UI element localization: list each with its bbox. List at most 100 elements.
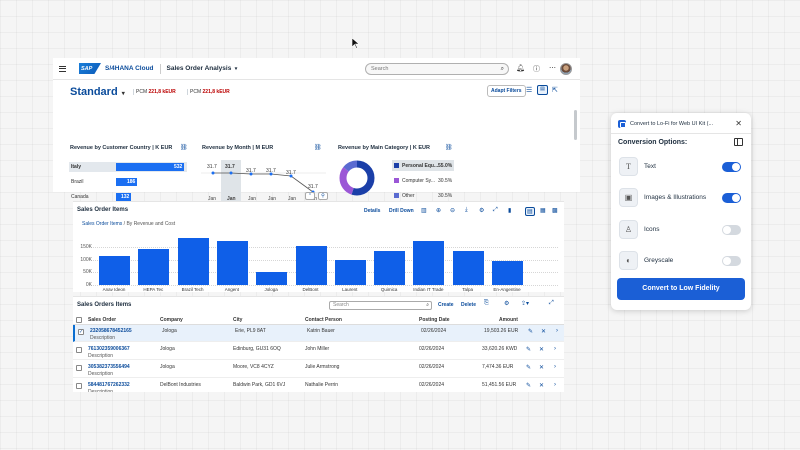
close-icon[interactable]: ✕ xyxy=(735,119,742,128)
column-header[interactable]: Sales Order xyxy=(88,317,117,323)
paste-icon[interactable]: ⎘ xyxy=(484,300,489,306)
edit-icon[interactable]: ✎ xyxy=(526,347,532,353)
grid-view-icon[interactable]: ▩ xyxy=(552,208,558,214)
bar[interactable] xyxy=(452,250,484,285)
column-header[interactable]: Contact Person xyxy=(305,317,342,323)
chart-view-icon[interactable]: ▤ xyxy=(525,207,535,216)
app-title[interactable]: Sales Order Analysis ▾ xyxy=(166,65,238,72)
sidebar-toggle-icon[interactable] xyxy=(734,138,743,146)
chart-view-button[interactable]: ▤ xyxy=(537,85,548,95)
bar[interactable] xyxy=(374,251,406,285)
bar[interactable] xyxy=(177,237,209,285)
country-bar-italy[interactable] xyxy=(116,163,178,171)
revenue-month-line[interactable] xyxy=(201,165,326,200)
collapse-header-button[interactable]: ⌃ xyxy=(305,192,315,200)
bar[interactable] xyxy=(99,255,130,285)
breadcrumb-link[interactable]: Sales Order Items xyxy=(82,221,123,227)
avatar[interactable] xyxy=(560,63,572,75)
fullscreen-icon[interactable]: ⤢ xyxy=(549,300,554,306)
link-icon[interactable]: ⛓︎ xyxy=(445,145,453,151)
create-button[interactable]: Create xyxy=(438,302,454,308)
adapt-filters-button[interactable]: Adapt Filters xyxy=(487,85,526,97)
share-icon[interactable]: ⇱ xyxy=(552,87,558,94)
table-row[interactable]: 584481767262332 DelBont Industries Baldwin… xyxy=(73,379,564,392)
kpi-tag-2[interactable]: PCM 221,8 kEUR xyxy=(187,89,230,95)
search-icon[interactable]: ⌕ xyxy=(426,302,429,308)
settings-icon[interactable]: ⚙ xyxy=(479,208,485,214)
zoom-out-icon[interactable]: ⊖ xyxy=(450,208,456,214)
more-icon[interactable]: ⋯ xyxy=(549,65,556,72)
settings-icon[interactable]: ⚙ xyxy=(504,301,510,307)
delete-button[interactable]: Delete xyxy=(461,302,477,308)
column-header[interactable]: City xyxy=(233,317,243,323)
delete-icon[interactable]: ✕ xyxy=(539,383,545,389)
download-icon[interactable]: ⤓ xyxy=(465,207,468,213)
row-checkbox[interactable] xyxy=(76,365,82,371)
search-icon[interactable]: ⌕ xyxy=(500,66,504,72)
table-row[interactable]: 305382373556494 Jologa Moore, VC8 4CYZ Juli… xyxy=(73,361,564,378)
bar[interactable] xyxy=(138,249,170,285)
column-header[interactable]: Amount xyxy=(499,317,518,323)
table-row[interactable]: 761302359006367 Jologa Edinburg, GU31 6OQ J… xyxy=(73,343,564,360)
navigate-icon[interactable]: › xyxy=(554,346,556,352)
chart-type-icon[interactable]: ▮ xyxy=(508,208,512,214)
legend-item-other[interactable]: Other xyxy=(394,193,415,199)
icons-toggle[interactable] xyxy=(722,225,741,235)
table-view-icon[interactable]: ▦ xyxy=(540,208,546,214)
fullscreen-icon[interactable]: ⤢ xyxy=(493,207,498,213)
export-icon[interactable]: ⇪▾ xyxy=(521,301,530,307)
details-button[interactable]: Details xyxy=(364,208,381,214)
greyscale-toggle[interactable] xyxy=(722,256,741,266)
legend-item-personal[interactable]: Personal Equ... xyxy=(394,163,438,169)
sales-order-link[interactable]: 305382373556494 xyxy=(88,364,130,370)
row-checkbox[interactable]: ✓ xyxy=(78,329,84,335)
column-header[interactable]: Company xyxy=(160,317,183,323)
bar[interactable] xyxy=(334,260,366,285)
row-checkbox[interactable] xyxy=(76,347,82,353)
menu-icon[interactable] xyxy=(59,65,73,72)
link-icon[interactable]: ⛓︎ xyxy=(314,145,322,151)
country-label-brazil[interactable]: Brazil xyxy=(71,179,84,185)
list-view-icon[interactable]: ☰ xyxy=(526,87,533,94)
table-row[interactable]: ✓ 232058678452165 Jologa Erie, PL9 8AT Katri… xyxy=(73,325,564,342)
kpi-tag-1[interactable]: PCM 221,8 kEUR xyxy=(133,89,176,95)
sales-order-link[interactable]: 584481767262332 xyxy=(88,382,130,388)
edit-icon[interactable]: ✎ xyxy=(526,383,532,389)
country-label-canada[interactable]: Canada xyxy=(71,194,89,200)
navigate-icon[interactable]: › xyxy=(556,328,558,334)
sales-order-link[interactable]: 761302359006367 xyxy=(88,346,130,352)
drill-down-button[interactable]: Drill Down xyxy=(389,208,414,214)
zoom-in-icon[interactable]: ⊕ xyxy=(436,208,442,214)
text-toggle[interactable] xyxy=(722,162,741,172)
help-icon[interactable]: ⓘ xyxy=(533,66,540,73)
sales-order-link[interactable]: 232058678452165 xyxy=(90,328,132,334)
shell-search-input[interactable]: Search ⌕ xyxy=(365,63,509,75)
bar[interactable] xyxy=(256,272,288,285)
legend-item-computer[interactable]: Computer Sy... xyxy=(394,178,435,184)
edit-icon[interactable]: ✎ xyxy=(528,329,534,335)
navigate-icon[interactable]: › xyxy=(554,382,556,388)
legend-icon[interactable]: ▥ xyxy=(421,208,427,214)
country-label-italy[interactable]: Italy xyxy=(71,164,82,170)
pin-header-button[interactable]: ⚲ xyxy=(318,192,328,200)
column-header[interactable]: Posting Date xyxy=(419,317,450,323)
delete-icon[interactable]: ✕ xyxy=(539,365,545,371)
navigate-icon[interactable]: › xyxy=(554,364,556,370)
select-all-checkbox[interactable] xyxy=(76,317,82,323)
bar[interactable] xyxy=(492,261,523,285)
delete-icon[interactable]: ✕ xyxy=(541,329,547,335)
header-scrollbar[interactable] xyxy=(574,110,577,140)
delete-icon[interactable]: ✕ xyxy=(539,347,545,353)
bar[interactable] xyxy=(413,241,445,285)
variant-selector[interactable]: Standard ▾ xyxy=(70,86,125,98)
sap-logo[interactable]: SAP xyxy=(79,63,101,74)
table-search-input[interactable]: Search ⌕ xyxy=(329,301,432,310)
bar[interactable] xyxy=(295,245,327,285)
bar[interactable] xyxy=(216,241,248,285)
category-donut[interactable] xyxy=(337,158,377,198)
bell-icon[interactable]: 🔔︎ xyxy=(516,65,525,72)
images-toggle[interactable] xyxy=(722,193,741,203)
row-checkbox[interactable] xyxy=(76,383,82,389)
link-icon[interactable]: ⛓︎ xyxy=(180,145,188,151)
convert-button[interactable]: Convert to Low Fidelity xyxy=(617,278,745,300)
